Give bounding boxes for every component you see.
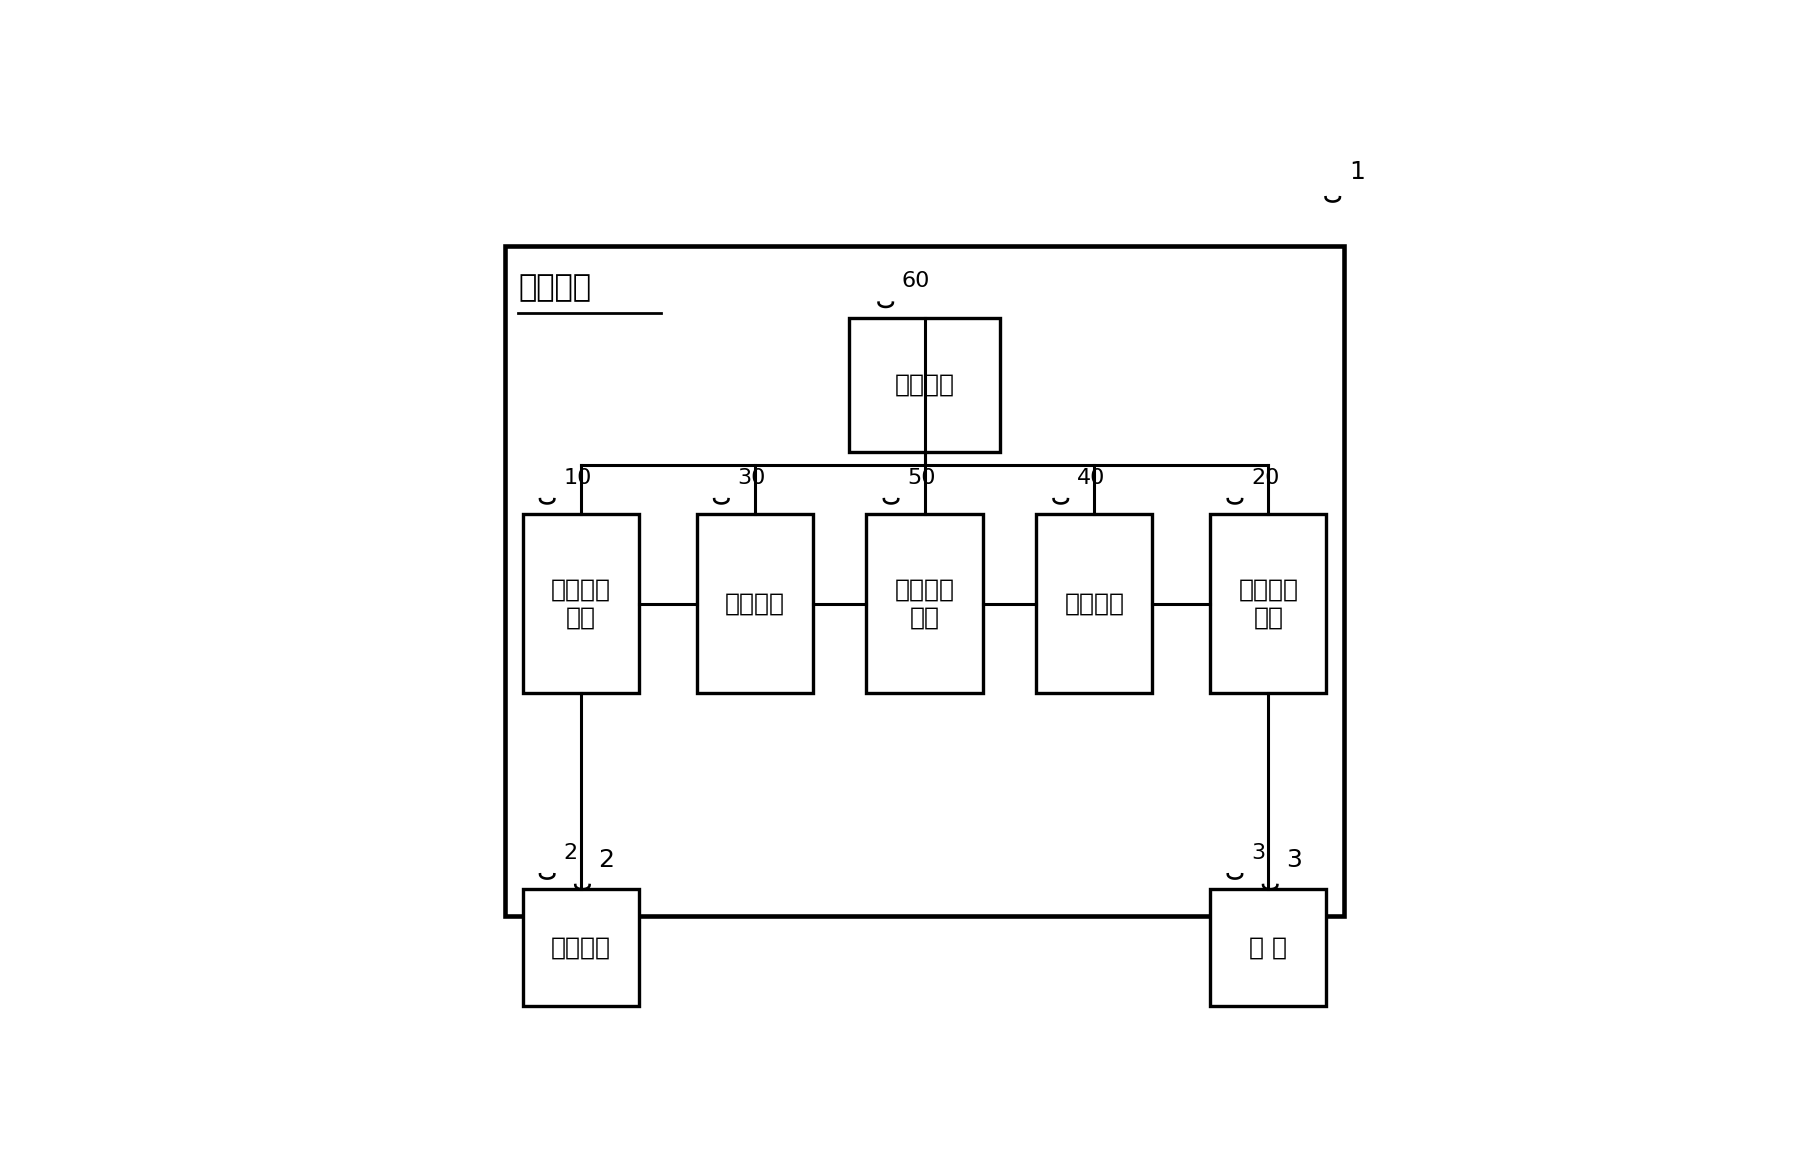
FancyBboxPatch shape bbox=[1210, 514, 1326, 693]
Text: 20: 20 bbox=[1250, 467, 1279, 487]
FancyBboxPatch shape bbox=[848, 318, 1001, 452]
Text: 第二开关: 第二开关 bbox=[1064, 592, 1124, 616]
Text: 负 载: 负 载 bbox=[1250, 936, 1288, 959]
Text: 10: 10 bbox=[563, 467, 592, 487]
FancyBboxPatch shape bbox=[523, 514, 639, 693]
FancyBboxPatch shape bbox=[505, 246, 1344, 916]
Text: 2: 2 bbox=[599, 848, 615, 871]
FancyBboxPatch shape bbox=[1210, 890, 1326, 1006]
Text: 1: 1 bbox=[1349, 160, 1364, 184]
Text: 第一接口
电路: 第一接口 电路 bbox=[550, 578, 612, 630]
Text: 3: 3 bbox=[1286, 848, 1302, 871]
Text: 30: 30 bbox=[738, 467, 767, 487]
Text: 50: 50 bbox=[907, 467, 936, 487]
FancyBboxPatch shape bbox=[696, 514, 814, 693]
FancyBboxPatch shape bbox=[523, 890, 639, 1006]
Text: 2: 2 bbox=[563, 842, 577, 863]
Text: 3: 3 bbox=[1250, 842, 1265, 863]
Text: 极性转换
电路: 极性转换 电路 bbox=[895, 578, 954, 630]
FancyBboxPatch shape bbox=[866, 514, 983, 693]
FancyBboxPatch shape bbox=[1035, 514, 1153, 693]
Text: 第二接口
电路: 第二接口 电路 bbox=[1238, 578, 1299, 630]
Text: 40: 40 bbox=[1077, 467, 1106, 487]
Text: 60: 60 bbox=[902, 271, 931, 291]
Text: 储能组件: 储能组件 bbox=[550, 936, 612, 959]
Text: 供电电路: 供电电路 bbox=[518, 274, 592, 303]
Text: 主控电路: 主控电路 bbox=[895, 372, 954, 397]
Text: 第一开关: 第一开关 bbox=[725, 592, 785, 616]
